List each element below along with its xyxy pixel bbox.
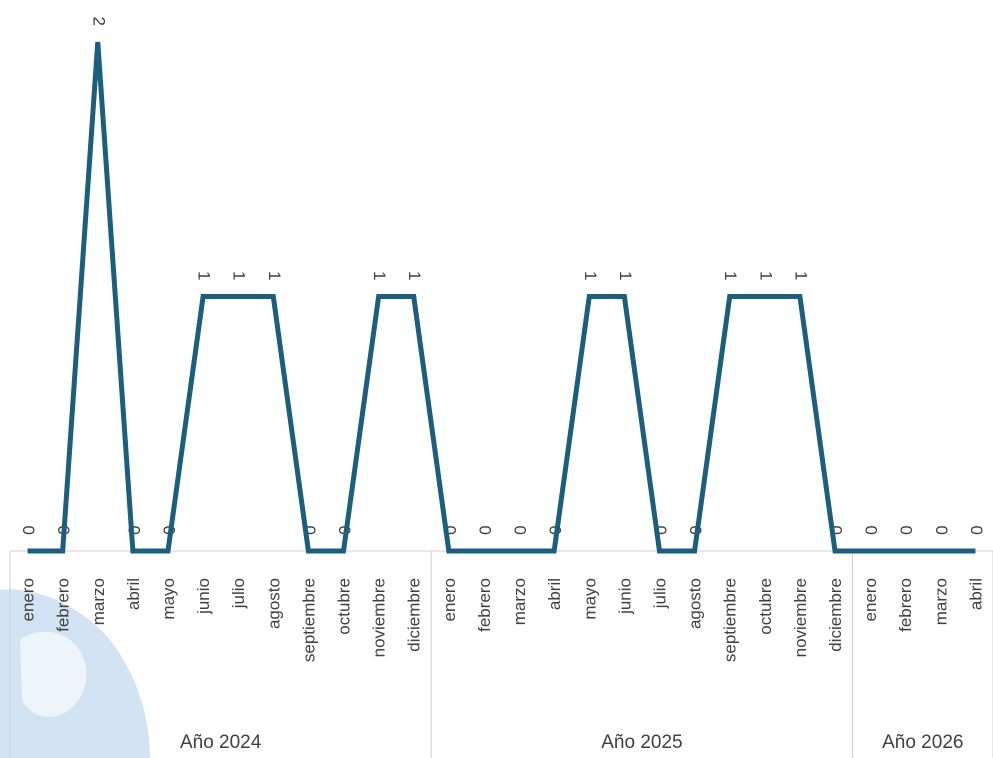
data-label: 0 (475, 526, 494, 535)
series-line (28, 42, 976, 551)
data-label: 0 (511, 526, 530, 535)
data-label: 2 (89, 17, 108, 26)
x-tick-label: abril (966, 578, 985, 610)
series-layer (28, 42, 976, 551)
x-tick-label: diciembre (826, 578, 845, 652)
x-tick-label: enero (861, 578, 880, 621)
data-label: 1 (230, 271, 249, 280)
x-tick-label: septiembre (299, 578, 318, 662)
data-label: 1 (756, 271, 775, 280)
x-tick-label: agosto (686, 578, 705, 629)
x-tick-label: abril (124, 578, 143, 610)
data-labels: 0 020 01 1 10 01 10 0 0 01 10 01 1 10 0 0 0 0 (19, 17, 986, 535)
data-label: 0 (19, 526, 38, 535)
x-tick-label: septiembre (721, 578, 740, 662)
data-label: 0 (862, 526, 881, 535)
x-tick-label: noviembre (370, 578, 389, 657)
x-tick-label: mayo (580, 578, 599, 620)
data-label: 0 (967, 526, 986, 535)
data-label: 1 (581, 271, 600, 280)
x-group-label: Año 2026 (882, 732, 963, 753)
x-tick-label: marzo (89, 578, 108, 625)
x-tick-label: agosto (264, 578, 283, 629)
x-tick-label: octubre (756, 578, 775, 635)
x-tick-label: diciembre (405, 578, 424, 652)
x-tick-label: abril (545, 578, 564, 610)
data-label: 1 (405, 271, 424, 280)
x-tick-label: noviembre (791, 578, 810, 657)
x-tick-label: febrero (896, 578, 915, 632)
x-tick-label: mayo (159, 578, 178, 620)
data-label: 1 (791, 271, 810, 280)
x-tick-labels: enero febrero marzo abril mayo junio julio agos… (19, 578, 986, 662)
x-group-labels: Año 2024 Año 2025 Año 2026 (180, 732, 964, 753)
x-group-label: Año 2024 (180, 732, 262, 753)
x-tick-label: febrero (475, 578, 494, 632)
data-label: 1 (721, 271, 740, 280)
data-label: 1 (195, 271, 214, 280)
data-label: 0 (897, 526, 916, 535)
x-tick-label: julio (229, 578, 248, 609)
data-label: 1 (370, 271, 389, 280)
x-group-label: Año 2025 (601, 732, 682, 753)
x-tick-label: enero (440, 578, 459, 621)
x-axis (10, 551, 993, 758)
x-tick-label: marzo (931, 578, 950, 625)
data-label: 1 (265, 271, 284, 280)
x-tick-label: octubre (335, 578, 354, 635)
data-label: 0 (932, 526, 951, 535)
data-label: 1 (616, 271, 635, 280)
x-tick-label: enero (19, 578, 38, 621)
x-tick-label: febrero (54, 578, 73, 632)
x-tick-label: junio (194, 578, 213, 615)
x-tick-label: marzo (510, 578, 529, 625)
x-tick-label: julio (650, 578, 669, 609)
x-tick-label: junio (615, 578, 634, 615)
